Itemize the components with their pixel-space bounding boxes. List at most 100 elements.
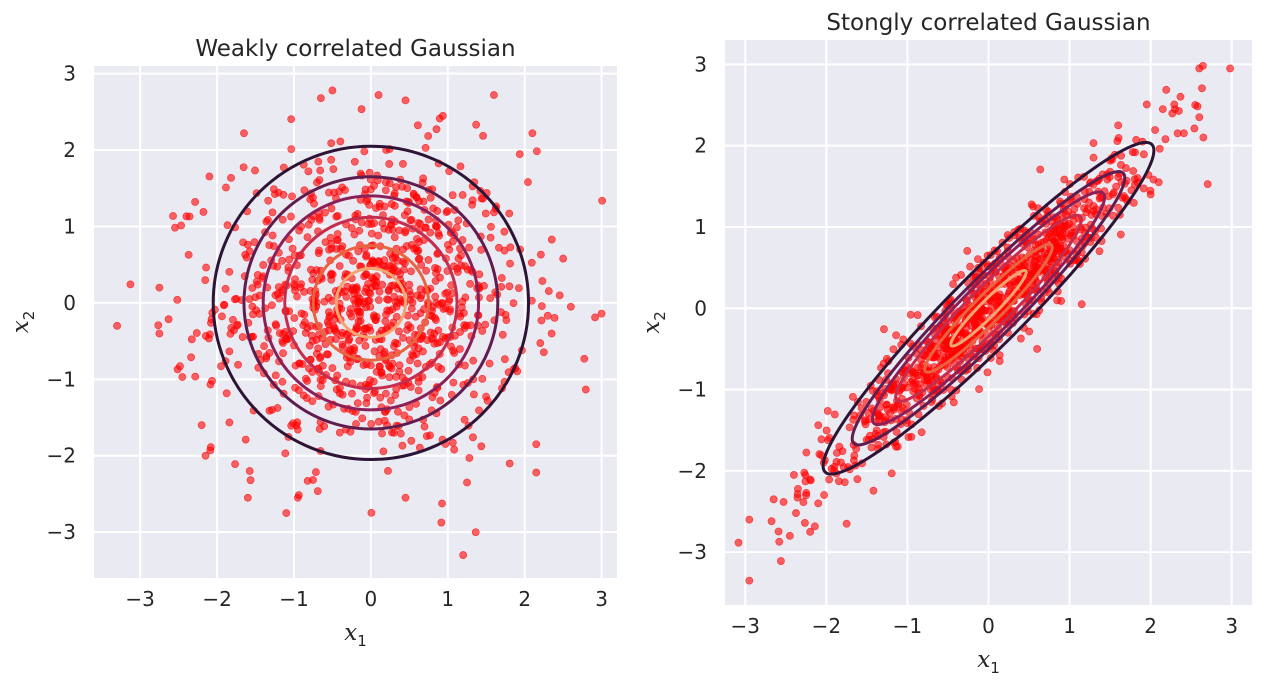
scatter-point [775,537,784,546]
scatter-point [225,267,234,276]
scatter-point [374,257,383,265]
scatter-point [362,303,370,312]
scatter-point [913,311,922,319]
scatter-point [498,330,507,339]
scatter-point [1151,126,1159,134]
scatter-point [355,336,364,345]
scatter-point [1025,327,1034,336]
x-axis-label: x1 [977,647,1000,677]
scatter-point [547,329,556,338]
scatter-point [889,345,898,354]
scatter-point [432,125,441,134]
scatter-point [241,435,250,444]
scatter-point [227,323,236,332]
scatter-point [241,250,250,259]
scatter-point [463,478,471,487]
scatter-point [348,283,357,292]
scatter-point [311,468,320,476]
scatter-point [332,212,341,221]
scatter-point [555,291,564,300]
scatter-point [814,499,823,508]
scatter-point [222,183,230,192]
scatter-point [353,307,362,316]
scatter-point [1226,64,1235,73]
scatter-point [243,240,252,249]
scatter-point [178,373,187,381]
scatter-point [366,361,375,370]
scatter-point [315,213,324,222]
scatter-point [260,342,268,350]
scatter-point [278,257,287,265]
scatter-point [201,276,210,285]
scatter-point [248,620,255,627]
scatter-point [279,190,288,199]
scatter-point [837,458,845,467]
scatter-point [486,294,495,303]
y-tick-label: 3 [63,62,76,86]
contour-line [923,242,1054,374]
scatter-point [360,147,369,156]
scatter-point [939,347,948,356]
scatter-point [1190,124,1199,133]
scatter-point [268,231,277,240]
scatter-point [1052,234,1060,243]
scatter-point [240,129,248,138]
scatter-point [173,295,182,304]
scatter-point [1162,85,1171,94]
scatter-point [822,426,831,435]
scatter-point [907,432,916,441]
scatter-point [415,238,423,246]
scatter-point [316,382,325,391]
scatter-point [430,339,439,348]
scatter-point [424,132,433,140]
scatter-point [833,448,841,457]
scatter-point [201,332,210,340]
scatter-point [314,344,323,353]
scatter-point [347,312,356,321]
scatter-point [1191,101,1200,109]
contour-line [211,144,531,462]
scatter-point [353,399,362,408]
scatter-point [1161,135,1170,144]
scatter-point [271,320,280,329]
scatter-point [392,312,401,321]
scatter-point [468,196,477,205]
scatter-point [271,190,279,198]
scatter-point [1070,205,1079,213]
scatter-point [465,454,474,462]
scatter-point [330,324,339,333]
scatter-point [436,396,445,405]
scatter-point [443,207,452,215]
scatter-point [995,357,1004,365]
scatter-point [335,262,344,270]
scatter-point [457,261,466,270]
scatter-point [580,354,589,363]
scatter-point [290,314,299,322]
scatter-point [375,287,384,296]
x-tick-label: −1 [893,614,922,638]
scatter-point [314,157,323,166]
scatter-point [191,372,200,381]
scatter-point [845,423,854,432]
scatter-point [1195,64,1204,73]
scatter-point [278,215,287,224]
scatter-point [273,262,282,271]
y-tick-label: 2 [63,138,76,162]
scatter-point [184,250,193,259]
contour-line [334,267,407,339]
scatter-point [292,421,301,430]
scatter-point [399,245,408,254]
scatter-point [350,157,359,166]
scatter-point [456,328,464,336]
density-contours [211,144,531,462]
scatter-point [806,527,815,536]
scatter-point [370,311,378,320]
contour-line [242,175,500,431]
scatter-point [395,226,404,235]
scatter-point [355,226,364,235]
contour-line [283,215,459,390]
scatter-point [469,433,477,442]
scatter-point [983,368,992,377]
scatter-point [1198,84,1206,93]
